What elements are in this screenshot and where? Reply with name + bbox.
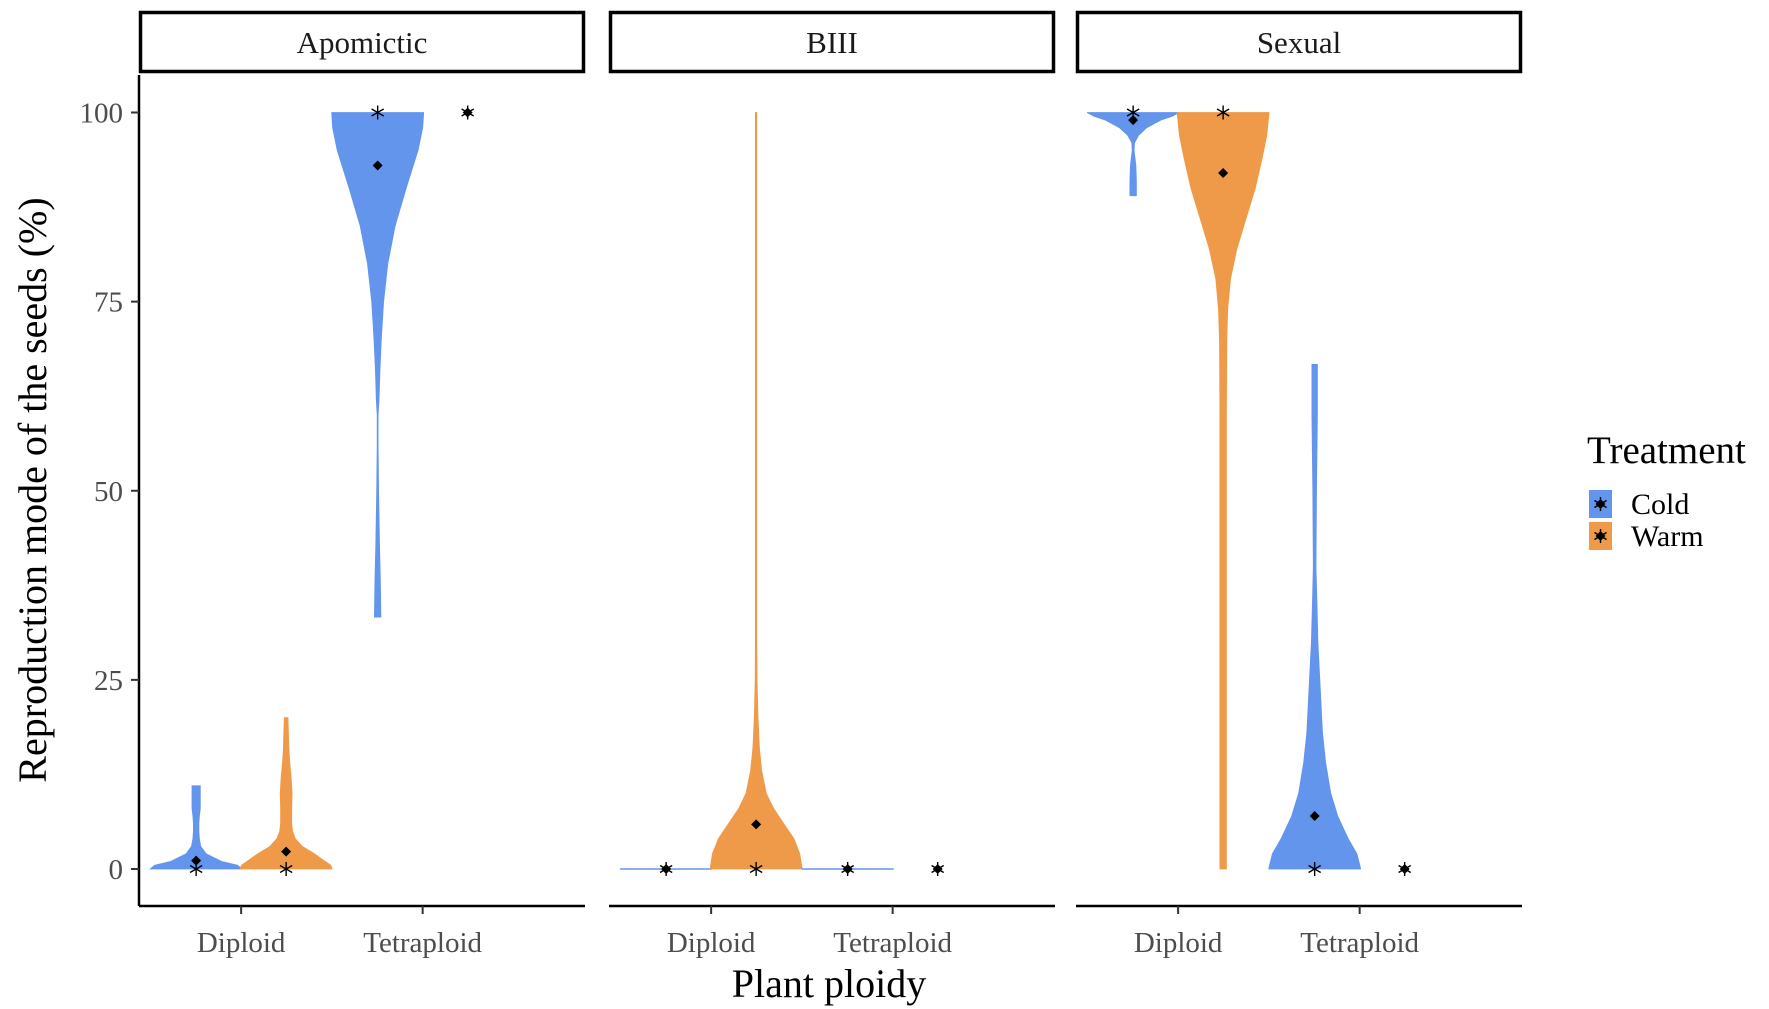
facet-strip <box>138 10 586 74</box>
violin-tetraploid-cold <box>1268 364 1362 870</box>
legend-label-warm: Warm <box>1631 520 1704 553</box>
violin-diploid-cold <box>148 785 244 870</box>
mean-marker <box>932 864 943 874</box>
violin-diploid-warm <box>1176 112 1270 870</box>
facet-strip-label: Apomictic <box>297 25 428 60</box>
legend-title: Treatment <box>1587 429 1746 472</box>
y-axis: 0 25 50 75 100 <box>80 98 139 886</box>
y-axis-title-group: Reproduction mode of the seeds (%) <box>10 197 55 782</box>
violins <box>148 112 425 870</box>
x-tick-label: Diploid <box>197 927 286 959</box>
violin-tetraploid-cold <box>331 112 425 618</box>
summary-points <box>189 105 475 876</box>
mean-marker <box>751 819 762 830</box>
facet-panel-apomictic: Apomictic Diploid Tetraploid <box>137 10 586 959</box>
y-tick-label: 25 <box>94 665 123 697</box>
mean-marker <box>191 855 202 866</box>
violin-diploid-warm <box>709 112 803 870</box>
summary-points <box>659 819 945 876</box>
violins <box>1086 112 1362 870</box>
x-tick-label: Diploid <box>1134 927 1223 959</box>
mean-marker <box>1218 168 1229 179</box>
y-axis-title: Reproduction mode of the seeds (%) <box>10 197 55 782</box>
mean-marker <box>462 107 473 118</box>
median-marker <box>371 105 385 120</box>
y-tick-label: 0 <box>109 854 124 886</box>
violins <box>620 112 894 870</box>
median-marker <box>279 862 293 876</box>
mean-marker <box>1309 811 1320 822</box>
summary-points <box>1126 105 1412 876</box>
violin-diploid-warm <box>239 717 333 870</box>
mean-marker <box>661 864 672 874</box>
facet-strip-label: BIII <box>806 25 858 60</box>
mean-marker <box>281 846 292 857</box>
facet-panels: Apomictic Diploid Tetraploid BIII Diploid Tet… <box>137 10 1523 959</box>
facet-strip <box>608 10 1056 74</box>
x-tick-label: Diploid <box>667 927 756 959</box>
y-tick-label: 75 <box>94 287 123 319</box>
facet-strip-label: Sexual <box>1257 25 1341 60</box>
mean-marker <box>372 160 383 171</box>
mean-marker <box>1128 115 1139 126</box>
median-marker <box>1308 862 1322 876</box>
median-marker <box>1216 105 1230 120</box>
legend-key-cold <box>1589 490 1612 518</box>
median-marker <box>749 862 763 876</box>
mean-marker <box>1399 864 1410 874</box>
facet-strip <box>1075 10 1523 74</box>
facet-panel-sexual: Sexual Diploid Tetraploid <box>1075 10 1523 959</box>
legend-label-cold: Cold <box>1631 488 1689 521</box>
y-tick-label: 100 <box>80 98 124 130</box>
x-tick-label: Tetraploid <box>1300 927 1419 959</box>
mean-marker <box>842 864 853 874</box>
facet-panel-biii: BIII Diploid Tetraploid <box>608 10 1056 959</box>
legend-mean-marker <box>1595 499 1606 509</box>
x-tick-label: Tetraploid <box>833 927 952 959</box>
legend-key-warm <box>1589 522 1612 550</box>
legend-mean-marker <box>1595 531 1606 541</box>
x-tick-label: Tetraploid <box>363 927 482 959</box>
y-tick-label: 50 <box>94 476 123 508</box>
x-axis-title: Plant ploidy <box>732 961 926 1006</box>
